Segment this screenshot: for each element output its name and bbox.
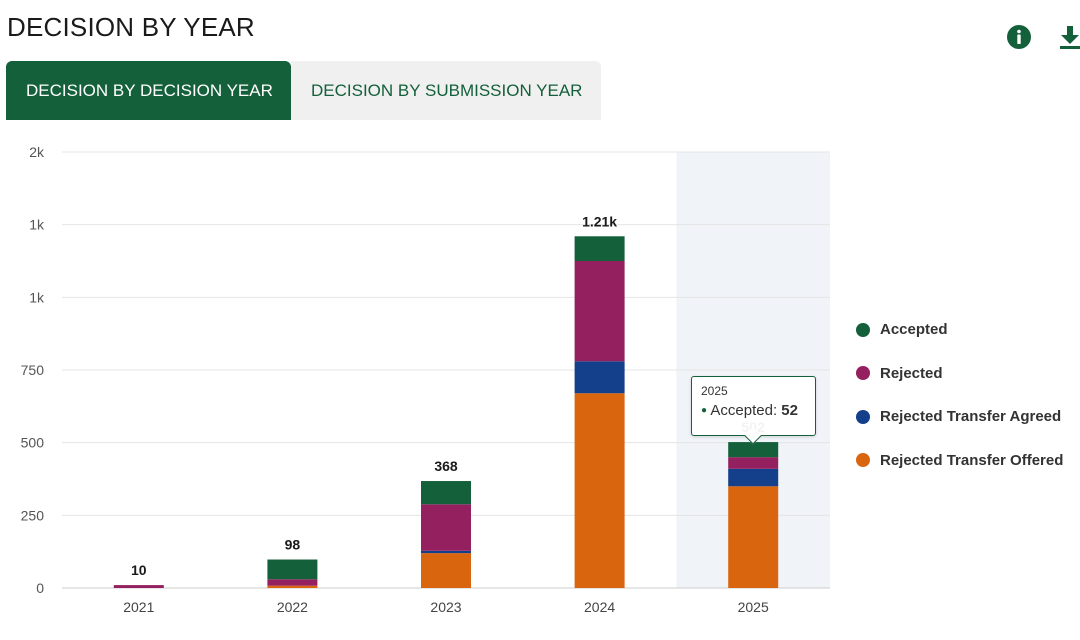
bar-segment-rejected-transfer-agreed	[421, 550, 471, 554]
legend-item-accepted[interactable]: Accepted	[856, 308, 1063, 352]
page-title: DECISION BY YEAR	[7, 12, 255, 42]
bar-total-label: 98	[285, 537, 301, 553]
y-tick-label: 2k	[29, 144, 45, 160]
x-tick-label: 2022	[277, 599, 308, 615]
tooltip-value: 52	[781, 402, 798, 419]
bar-segment-accepted	[267, 559, 318, 580]
y-tick-label: 500	[21, 435, 45, 451]
y-tick-label: 1k	[29, 217, 45, 233]
bar-total-label: 10	[131, 562, 147, 578]
tooltip-row: ● Accepted: 52	[701, 402, 798, 419]
bar-segment-rejected-transfer-offered	[728, 486, 779, 588]
tooltip-series-dot: ●	[701, 405, 708, 416]
y-tick-label: 250	[21, 507, 45, 523]
legend-label: Rejected Transfer Agreed	[880, 408, 1062, 426]
y-tick-label: 1k	[29, 289, 45, 305]
legend-label: Rejected Transfer Offered	[880, 451, 1064, 469]
bar-segment-rejected	[267, 579, 318, 586]
tab-bar: DECISION BY DECISION YEAR DECISION BY SU…	[6, 61, 601, 120]
bar-segment-rejected-transfer-agreed	[574, 361, 625, 394]
bar-segment-rejected	[728, 457, 779, 469]
bar-segment-rejected	[574, 261, 625, 362]
download-icon[interactable]	[1055, 22, 1080, 52]
chart-legend: Accepted Rejected Rejected Transfer Agre…	[856, 308, 1063, 482]
bar-total-label: 368	[434, 458, 458, 474]
bar-segment-accepted	[421, 481, 471, 505]
legend-label: Rejected	[880, 364, 943, 382]
chart-tooltip: 2025 ● Accepted: 52	[691, 376, 816, 436]
tab-decision-by-submission-year[interactable]: DECISION BY SUBMISSION YEAR	[291, 61, 601, 120]
legend-dot-accepted	[856, 322, 870, 337]
legend-dot-rejected	[856, 366, 870, 381]
legend-dot-rejected-transfer-agreed	[856, 409, 870, 424]
legend-item-rejected-transfer-offered[interactable]: Rejected Transfer Offered	[856, 439, 1063, 483]
tooltip-header: 2025	[701, 384, 728, 398]
stacked-bar-chart: 0 250 500 750 1k 1k 2k 10 2021 98 2022 368 2023 1.21k…	[21, 144, 830, 615]
x-tick-label: 2023	[430, 599, 461, 615]
info-icon[interactable]	[1004, 22, 1034, 52]
bar-total-label: 1.21k	[582, 213, 617, 229]
bar-segment-accepted	[728, 442, 779, 458]
y-tick-label: 750	[21, 362, 45, 378]
legend-dot-rejected-transfer-offered	[856, 453, 870, 468]
x-tick-label: 2025	[738, 599, 769, 615]
tooltip-series-name: Accepted	[710, 402, 773, 419]
bar-segment-rejected-transfer-agreed	[728, 468, 779, 487]
bar-segment-rejected-transfer-offered	[421, 553, 471, 588]
bar-segment-rejected	[113, 585, 164, 588]
bar-segment-rejected-transfer-offered	[574, 393, 625, 588]
x-tick-label: 2021	[123, 599, 154, 615]
bar-segment-accepted	[574, 236, 625, 261]
tab-decision-by-decision-year[interactable]: DECISION BY DECISION YEAR	[6, 61, 291, 120]
legend-item-rejected[interactable]: Rejected	[856, 352, 1063, 396]
x-tick-label: 2024	[584, 599, 615, 615]
legend-item-rejected-transfer-agreed[interactable]: Rejected Transfer Agreed	[856, 395, 1063, 439]
bar-segment-rejected	[421, 504, 471, 551]
y-tick-label: 0	[36, 580, 44, 596]
bar-segment-rejected-transfer-offered	[267, 585, 318, 588]
legend-label: Accepted	[880, 321, 948, 339]
